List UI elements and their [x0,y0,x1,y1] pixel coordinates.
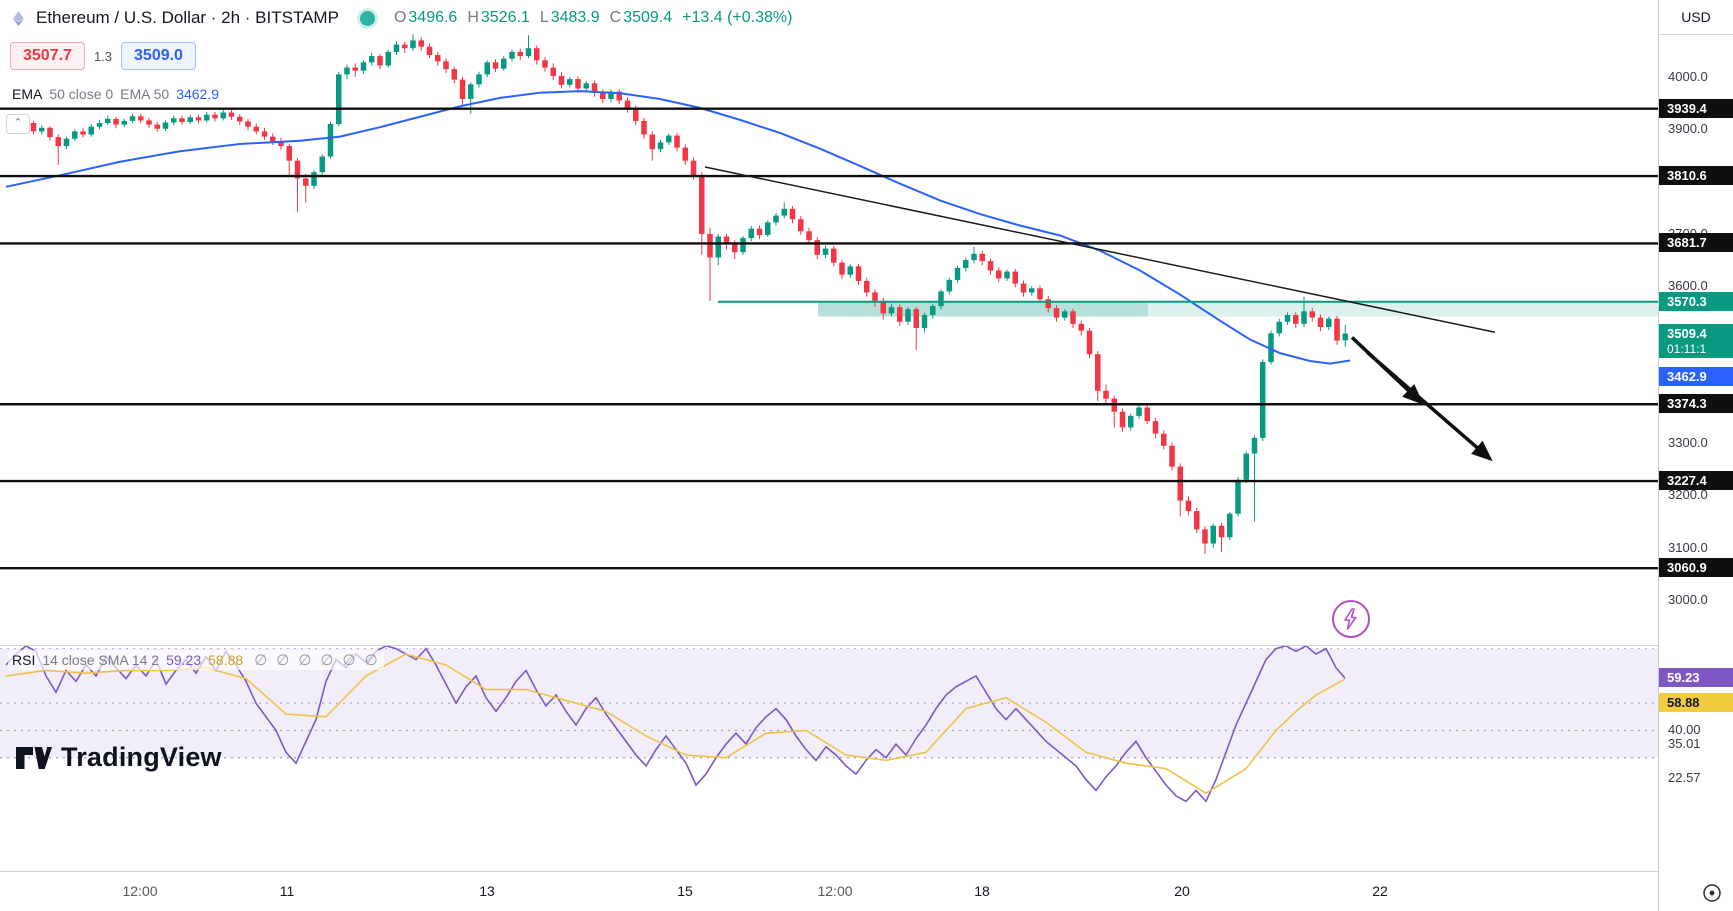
price-level-tag: 3681.7 [1659,233,1733,253]
empty-value-icon: ∅ [298,652,314,669]
time-label: 11 [279,883,295,899]
currency-label[interactable]: USD [1659,0,1733,35]
rsi-ma-value: 58.88 [208,652,244,668]
spread-value: 1.3 [93,48,113,64]
candles[interactable] [6,34,1348,554]
legend-collapse-button[interactable]: ⌃ [6,114,30,134]
price-level-tag: 3810.6 [1659,166,1733,186]
lightning-icon [1344,608,1357,630]
price-level-tag: 3570.3 [1659,291,1733,311]
ohlc-values: O 3496.6 H 3526.1 L 3483.9 C 3509.4 +13.4 (+… [393,9,793,26]
price-level-tag: 3227.4 [1659,471,1733,491]
time-label: 13 [479,883,495,899]
price-scale[interactable]: USD 4000.03900.03700.03600.03300.03200.0… [1659,0,1733,911]
empty-value-icon: ∅ [320,652,336,669]
pane-divider[interactable] [0,645,1733,646]
tradingview-logo[interactable]: TradingView [14,742,222,773]
empty-value-icon: ∅ [342,652,358,669]
symbol-legend[interactable]: Ethereum / U.S. Dollar · 2h · BITSTAMP O… [10,8,792,28]
last-price-tag: 3509.4 01:11:1 [1659,323,1733,358]
buy-button[interactable]: 3509.0 [121,42,196,70]
price-tick: 3900.0 [1668,121,1708,137]
price-tick: 4000.0 [1668,69,1708,84]
rsi-value-tag: 59.23 [1659,668,1733,687]
rsi-tick: 35.01 [1668,736,1701,752]
bar-countdown: 01:11:1 [1667,341,1707,356]
price-level-tag: 3462.9 [1659,366,1733,386]
ema-name: EMA [12,86,43,102]
rsi-chart-canvas[interactable] [0,646,1658,871]
ema-legend[interactable]: EMA 50 close 0 EMA 50 3462.9 [8,85,224,103]
price-tick: 3600.0 [1668,278,1708,294]
price-chart-canvas[interactable] [0,0,1658,646]
tradingview-logo-text: TradingView [61,742,222,772]
trade-buttons: 3507.7 1.3 3509.0 [10,42,196,70]
rsi-params: 14 close SMA 14 2 [42,652,160,668]
rsi-value-tag: 58.88 [1659,692,1733,712]
price-level-tag: 3939.4 [1659,98,1733,118]
supply-zone[interactable] [818,301,1658,317]
time-label: 18 [974,883,990,899]
time-label: 12:00 [817,883,853,899]
empty-value-icon: ∅ [364,652,380,669]
trendline[interactable] [704,166,1496,333]
rsi-tick: 22.57 [1668,770,1701,785]
market-status-icon[interactable] [359,10,375,26]
symbol-title[interactable]: Ethereum / U.S. Dollar · 2h · BITSTAMP [36,8,339,27]
sell-button[interactable]: 3507.7 [10,42,85,70]
price-level-tag: 3374.3 [1659,394,1733,414]
rsi-tick: 40.00 [1668,722,1701,738]
price-level-tag: 3060.9 [1659,558,1733,578]
axis-divider [0,871,1733,872]
rsi-name: RSI [12,652,36,668]
price-tick: 3300.0 [1668,435,1708,451]
time-label: 12:00 [122,883,158,899]
time-label: 22 [1372,883,1388,899]
price-tick: 3100.0 [1668,539,1708,555]
time-label: 20 [1174,883,1190,899]
arrow-drawing[interactable] [1365,350,1493,462]
price-tick: 3000.0 [1668,592,1708,607]
time-axis[interactable]: 12:00 11 13 15 12:00 18 20 22 [0,872,1658,911]
quick-trade-lightning-button[interactable] [1332,600,1370,638]
ethereum-icon [10,10,27,27]
rsi-legend[interactable]: RSI 14 close SMA 14 2 59.23 58.88 ∅ ∅ ∅ ∅ ∅ ∅ [8,650,384,670]
rsi-ma-line[interactable] [5,653,1346,795]
price-change: +13.4 (+0.38%) [682,9,793,26]
empty-value-icon: ∅ [276,652,292,669]
empty-value-icon: ∅ [254,652,270,669]
scale-divider [1658,0,1659,911]
time-label: 15 [677,883,693,899]
rsi-divergence-empty-values: ∅ ∅ ∅ ∅ ∅ ∅ [254,651,379,669]
ema-line[interactable] [5,90,1351,365]
ema-params: 50 close 0 [49,86,114,102]
axis-settings-icon[interactable] [1701,882,1723,904]
ema-value: 3462.9 [176,86,220,102]
ema-short-title: EMA 50 [120,86,170,102]
tradingview-logo-icon [16,746,52,769]
rsi-value: 59.23 [166,652,202,668]
price-tick: 3200.0 [1668,487,1708,503]
